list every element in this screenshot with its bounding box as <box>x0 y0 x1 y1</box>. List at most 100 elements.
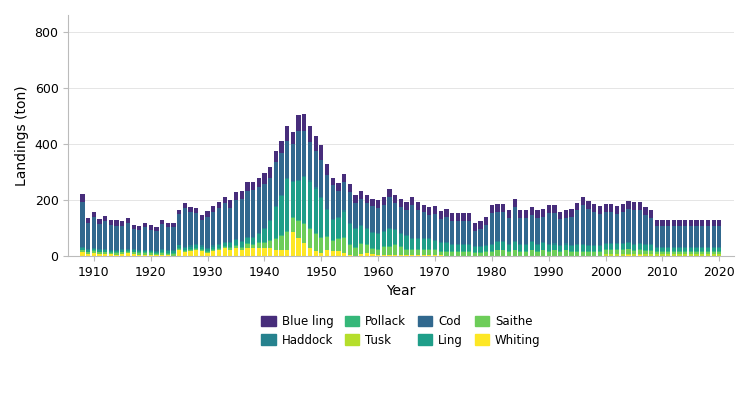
Bar <box>387 197 392 228</box>
Bar <box>689 220 693 226</box>
Bar <box>592 246 596 252</box>
Bar <box>256 233 261 234</box>
Bar <box>149 251 153 252</box>
Bar <box>473 247 477 252</box>
Bar <box>86 254 90 256</box>
Bar <box>541 243 545 249</box>
Bar <box>200 245 204 247</box>
Bar <box>240 250 244 256</box>
Bar <box>513 199 517 207</box>
Bar <box>604 250 608 254</box>
Bar <box>558 211 562 220</box>
Bar <box>256 177 261 187</box>
Bar <box>422 205 426 212</box>
Bar <box>353 248 357 256</box>
Bar <box>524 210 528 218</box>
Bar <box>177 245 181 248</box>
Bar <box>262 229 267 242</box>
Bar <box>245 243 250 244</box>
Bar <box>496 241 500 242</box>
Bar <box>132 249 136 250</box>
Bar <box>120 221 124 226</box>
Bar <box>547 205 551 213</box>
Bar <box>325 209 329 210</box>
Bar <box>438 252 443 255</box>
Bar <box>149 255 153 256</box>
Bar <box>638 244 642 249</box>
Bar <box>126 253 130 256</box>
Bar <box>393 245 397 255</box>
Bar <box>587 209 591 245</box>
Bar <box>189 207 193 212</box>
Bar <box>524 218 528 244</box>
Bar <box>308 180 312 181</box>
Bar <box>285 250 290 256</box>
Bar <box>541 249 545 250</box>
Bar <box>399 255 403 256</box>
Bar <box>666 220 670 226</box>
Bar <box>223 248 227 256</box>
Bar <box>177 249 181 250</box>
Bar <box>245 244 250 248</box>
Bar <box>217 208 221 244</box>
Bar <box>513 249 517 250</box>
Bar <box>711 247 716 248</box>
Bar <box>325 164 329 175</box>
Bar <box>285 141 290 178</box>
Bar <box>228 247 232 248</box>
Bar <box>666 226 670 247</box>
Bar <box>496 250 500 256</box>
Bar <box>285 179 290 231</box>
Bar <box>296 238 301 256</box>
Bar <box>126 251 130 252</box>
Bar <box>620 204 625 212</box>
Bar <box>427 215 432 238</box>
Bar <box>120 250 124 252</box>
Bar <box>450 213 454 221</box>
Bar <box>655 220 659 226</box>
Bar <box>552 205 556 213</box>
Bar <box>274 151 278 162</box>
Bar <box>160 249 164 250</box>
Bar <box>256 243 261 248</box>
Bar <box>160 252 164 253</box>
Bar <box>149 253 153 255</box>
Bar <box>291 181 295 182</box>
Bar <box>672 251 676 252</box>
Bar <box>638 243 642 244</box>
Bar <box>109 251 113 252</box>
Bar <box>234 240 238 245</box>
Bar <box>632 254 636 256</box>
Bar <box>535 218 539 244</box>
Bar <box>541 209 545 217</box>
Bar <box>194 213 199 244</box>
Bar <box>438 242 443 243</box>
Bar <box>587 201 591 209</box>
Bar <box>189 247 193 249</box>
Bar <box>660 247 665 248</box>
Bar <box>649 254 653 256</box>
Bar <box>325 250 329 256</box>
Bar <box>672 220 676 226</box>
Bar <box>171 227 176 250</box>
Bar <box>331 185 335 219</box>
Bar <box>666 252 670 254</box>
Bar <box>302 177 306 223</box>
Bar <box>695 220 699 226</box>
Bar <box>183 208 187 247</box>
Bar <box>331 219 335 220</box>
Bar <box>711 252 716 254</box>
Bar <box>103 249 108 250</box>
Bar <box>683 248 687 251</box>
Bar <box>114 220 119 226</box>
Bar <box>461 252 465 256</box>
Bar <box>632 251 636 254</box>
Y-axis label: Landings (ton): Landings (ton) <box>15 85 29 186</box>
Bar <box>240 248 244 250</box>
Bar <box>632 210 636 244</box>
Bar <box>302 243 306 256</box>
Bar <box>98 250 102 252</box>
Bar <box>507 244 511 245</box>
Bar <box>655 254 659 256</box>
Bar <box>672 248 676 251</box>
